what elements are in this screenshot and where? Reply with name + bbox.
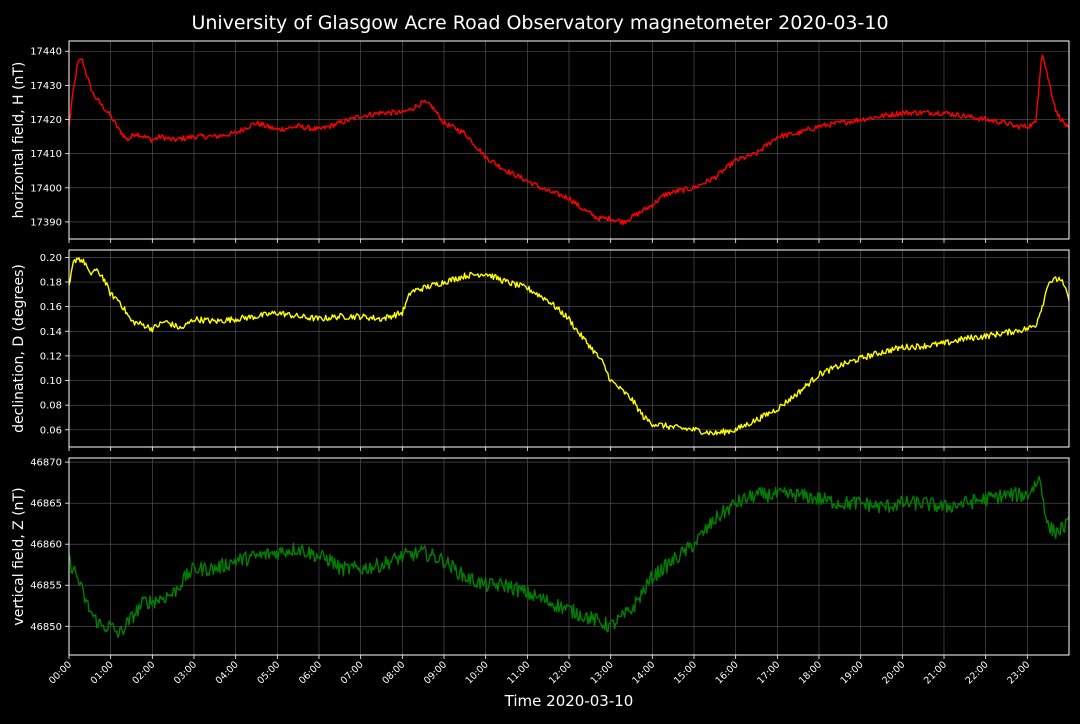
y-tick-label: 46855 bbox=[30, 581, 62, 592]
axes-frame bbox=[68, 249, 1070, 448]
y-tick-label: 46865 bbox=[30, 499, 62, 510]
y-tick-label: 0.14 bbox=[40, 327, 62, 338]
axes-frame bbox=[68, 457, 1070, 656]
y-tick-label: 17390 bbox=[30, 217, 62, 228]
panel-1: 17390 17400 17410 17420 17430 17440horizontal… bbox=[11, 40, 1070, 243]
y-tick-label: 0.08 bbox=[40, 401, 62, 412]
series-line bbox=[68, 475, 1070, 639]
y-tick-label: 17430 bbox=[30, 81, 62, 92]
y-tick-label: 17400 bbox=[30, 183, 62, 194]
y-tick-label: 0.20 bbox=[40, 253, 62, 264]
panel-2: 0.06 0.08 0.10 0.12 0.14 0.16 0.18 0.20 declinat… bbox=[11, 249, 1070, 451]
y-tick-label: 0.18 bbox=[40, 278, 62, 289]
y-tick-label: 0.12 bbox=[40, 351, 62, 362]
y-tick-label: 0.10 bbox=[40, 376, 62, 387]
series-line bbox=[68, 54, 1070, 226]
y-tick-label: 46870 bbox=[30, 458, 62, 469]
y-tick-label: 46850 bbox=[30, 622, 62, 633]
y-tick-label: 46860 bbox=[30, 540, 62, 551]
x-axis-label: Time 2020-03-10 bbox=[504, 692, 634, 710]
panel-3: 46850 46855 46860 46865 46870 vertical field,… bbox=[11, 457, 1070, 659]
y-tick-label: 17440 bbox=[30, 47, 62, 58]
y-tick-label: 17410 bbox=[30, 149, 62, 160]
y-axis-label: vertical field, Z (nT) bbox=[11, 487, 27, 625]
y-tick-label: 17420 bbox=[30, 115, 62, 126]
chart-title: University of Glasgow Acre Road Observat… bbox=[191, 12, 888, 34]
y-tick-label: 0.16 bbox=[40, 302, 62, 313]
series-line bbox=[68, 257, 1070, 436]
axes-frame bbox=[68, 40, 1070, 240]
y-axis-label: declination, D (degrees) bbox=[11, 264, 27, 433]
y-tick-label: 0.06 bbox=[40, 425, 62, 436]
y-axis-label: horizontal field, H (nT) bbox=[11, 62, 27, 219]
